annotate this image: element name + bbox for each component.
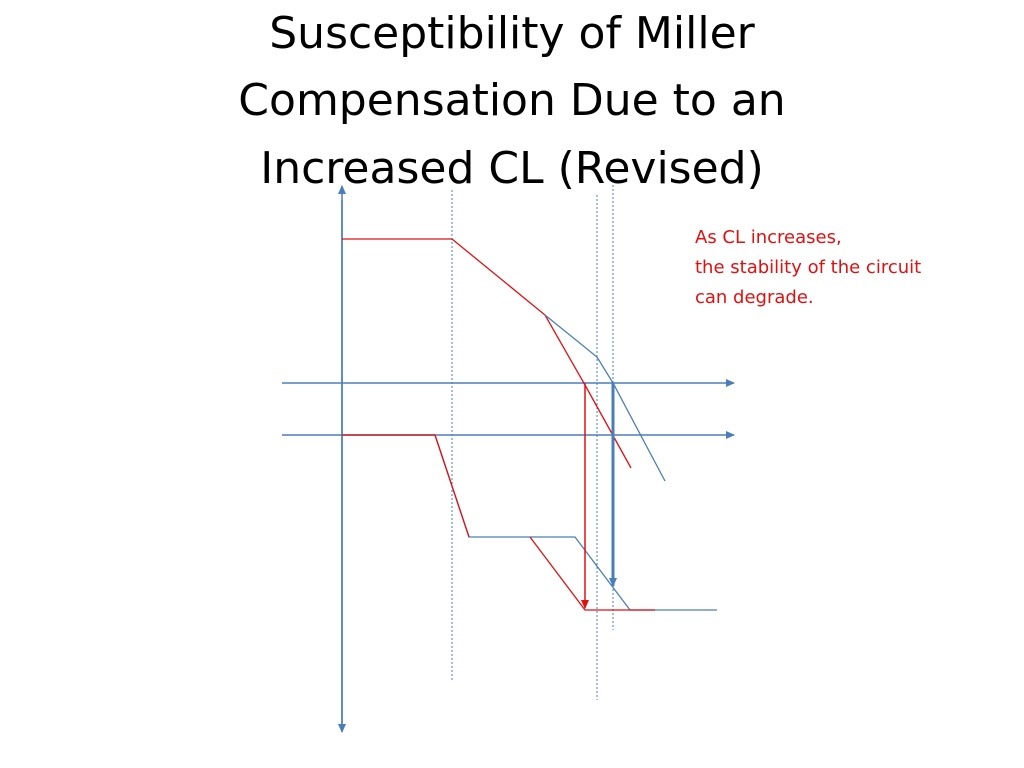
diagram [282,185,735,733]
title-line: Compensation Due to an [238,75,785,126]
phase-blue [342,434,717,611]
title-line: Susceptibility of Miller [269,8,755,59]
title-line: Increased CL (Revised) [260,143,764,194]
magnitude-red [342,238,632,469]
annotation-line: the stability of the circuit [695,257,921,278]
phase-red [434,434,470,538]
annotation-line: can degrade. [695,287,814,308]
annotation-line: As CL increases, [695,227,842,248]
magnitude-blue [544,314,666,482]
phase-red [529,536,655,611]
